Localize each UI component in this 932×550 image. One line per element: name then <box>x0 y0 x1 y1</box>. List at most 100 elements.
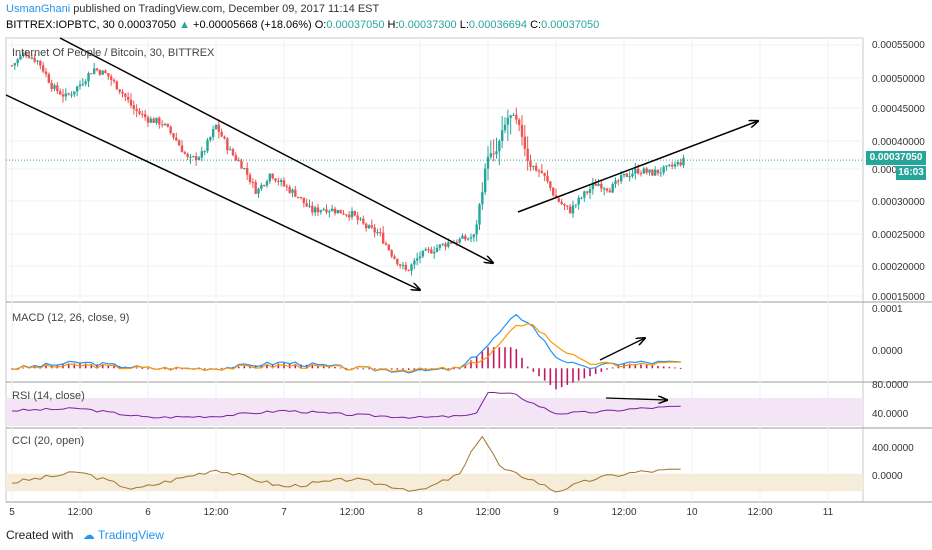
candle-body <box>622 173 626 176</box>
candle-body <box>336 209 340 214</box>
candle-body <box>95 68 99 71</box>
candle-body <box>118 89 121 92</box>
macd-histogram-bar <box>345 367 348 369</box>
candle-body <box>534 165 538 171</box>
candle-body <box>203 151 206 153</box>
candle-body <box>486 156 490 169</box>
candle-body <box>481 192 484 205</box>
candle-body <box>557 198 561 202</box>
candle-body <box>24 53 28 56</box>
candle-body <box>512 114 515 116</box>
candle-body <box>41 65 45 72</box>
channel-lower-trendline[interactable] <box>5 94 420 290</box>
candle-body <box>668 164 671 166</box>
candle-body <box>449 242 453 244</box>
candle-body <box>503 124 507 131</box>
candle-body <box>206 139 209 152</box>
candle-body <box>432 251 436 254</box>
candle-body <box>58 91 62 95</box>
candle-body <box>155 117 158 123</box>
candle-body <box>135 108 138 111</box>
macd-histogram-bar <box>147 368 149 370</box>
candle-body <box>653 169 657 176</box>
candle-body <box>585 191 589 193</box>
macd-histogram-bar <box>396 368 399 370</box>
candle-body <box>177 140 181 146</box>
candle-body <box>625 173 629 177</box>
candle-body <box>500 130 504 141</box>
symbol-label: BITTREX:IOPBTC, 30 <box>6 19 115 31</box>
candle-body <box>277 180 280 182</box>
rsi-line <box>11 391 681 419</box>
candle-body <box>262 185 266 187</box>
macd-histogram-bar <box>203 368 206 370</box>
time-tick: 12:00 <box>611 507 637 518</box>
candle-body <box>217 124 221 132</box>
rsi-pane-title: RSI (14, close) <box>12 390 85 402</box>
channel-upper-trendline[interactable] <box>59 37 493 263</box>
candle-body <box>121 91 124 94</box>
macd-histogram-bar <box>464 364 467 369</box>
time-tick: 11 <box>822 507 834 518</box>
candle-body <box>342 213 345 215</box>
high-label: H: <box>387 19 399 31</box>
candle-body <box>347 214 351 218</box>
candle-body <box>427 249 430 251</box>
macd-histogram-bar <box>662 366 665 369</box>
candle-body <box>325 209 328 213</box>
cci-band <box>6 473 863 492</box>
tradingview-link[interactable]: TradingView <box>97 528 164 542</box>
candle-body <box>152 118 155 123</box>
signal-line <box>11 323 681 373</box>
macd-histogram-bar <box>322 366 325 369</box>
candle-body <box>124 93 127 97</box>
candle-body <box>413 260 416 265</box>
support-trendline-arrow[interactable] <box>517 121 758 213</box>
ohlc-line: BITTREX:IOPBTC, 30 0.00037050 ▲ +0.00005… <box>6 19 599 31</box>
candle-body <box>387 244 391 251</box>
rsi-arrow[interactable] <box>605 398 667 400</box>
macd-histogram-bar <box>441 368 444 370</box>
candle-body <box>90 73 93 75</box>
candle-body <box>183 152 187 154</box>
candle-body <box>455 242 459 244</box>
close-label: C: <box>530 19 542 31</box>
macd-histogram-bar <box>402 368 404 370</box>
candle-body <box>328 211 331 213</box>
macd-histogram-bar <box>84 363 87 369</box>
candle-body <box>619 175 623 182</box>
macd-histogram-bar <box>611 367 614 369</box>
macd-histogram-bar <box>600 368 603 372</box>
macd-histogram-bar <box>90 363 93 369</box>
candle-body <box>495 151 498 155</box>
macd-histogram-bar <box>113 365 115 369</box>
candle-body <box>115 81 119 90</box>
time-tick: 12:00 <box>339 507 365 518</box>
published-text: published on TradingView.com, December 0… <box>70 3 380 15</box>
candle-body <box>166 123 170 127</box>
rsi-tick: 40.0000 <box>872 409 909 420</box>
macd-histogram-bar <box>657 365 659 369</box>
macd-arrow[interactable] <box>599 338 645 361</box>
author-link[interactable]: UsmanGhani <box>6 3 71 15</box>
candle-body <box>226 138 229 151</box>
candle-body <box>642 168 646 174</box>
candle-body <box>560 201 563 204</box>
candle-body <box>401 264 405 266</box>
candle-body <box>10 65 14 67</box>
candle-body <box>410 264 413 271</box>
candle-body <box>214 124 218 130</box>
candle-body <box>294 189 297 197</box>
macd-histogram-bar <box>186 368 189 370</box>
macd-histogram-bar <box>351 368 353 370</box>
candle-body <box>520 125 524 137</box>
macd-histogram-bar <box>45 365 47 369</box>
candle-body <box>175 137 178 141</box>
macd-histogram-bar <box>175 368 178 370</box>
macd-histogram-bar <box>22 367 25 369</box>
candle-body <box>362 218 365 224</box>
candle-body <box>149 118 153 123</box>
candle-body <box>339 209 342 214</box>
tradingview-logo-icon: ☁ <box>82 528 95 542</box>
